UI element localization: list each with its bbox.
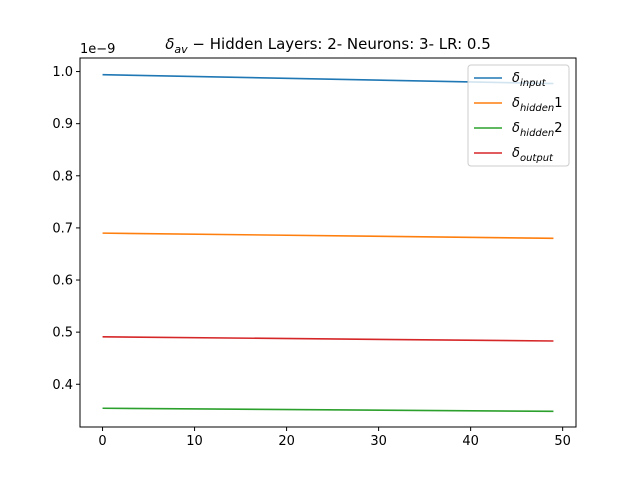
x-tick-label: 20 bbox=[278, 434, 295, 449]
y-tick-label: 0.5 bbox=[52, 326, 73, 341]
y-tick-label: 0.4 bbox=[52, 378, 73, 393]
legend-entry-hidden1: δhidden1 bbox=[512, 96, 563, 114]
legend: δinput δhidden1 δhidden2 δoutput bbox=[467, 64, 570, 167]
series-line-hidden1 bbox=[102, 232, 554, 240]
x-tick-label: 30 bbox=[370, 434, 387, 449]
y-tick-label: 0.6 bbox=[52, 274, 73, 289]
x-tick-label: 50 bbox=[554, 434, 571, 449]
legend-box bbox=[467, 64, 570, 167]
x-tick-label: 10 bbox=[186, 434, 203, 449]
axes-layer: 0 10 20 30 40 50 0.4 0.5 0.6 0.7 0.8 0.9 1.0 bbox=[52, 57, 577, 449]
series-line-output bbox=[102, 336, 554, 342]
legend-entry-input: δinput bbox=[512, 71, 547, 89]
y-tick-label: 1.0 bbox=[52, 65, 73, 80]
chart-title-symbol: δ bbox=[165, 35, 174, 53]
x-tick-label: 0 bbox=[98, 434, 106, 449]
chart-title-subscript: av bbox=[174, 43, 188, 56]
series-line-hidden2 bbox=[102, 407, 554, 413]
x-tick-label: 40 bbox=[462, 434, 479, 449]
legend-entry-hidden2: δhidden2 bbox=[512, 121, 563, 139]
y-tick-label: 0.7 bbox=[52, 221, 73, 236]
y-tick-label: 0.9 bbox=[52, 117, 73, 132]
legend-entry-output: δoutput bbox=[512, 146, 554, 164]
chart-title: δav − Hidden Layers: 2- Neurons: 3- LR: … bbox=[165, 35, 491, 56]
y-offset-label: 1e−9 bbox=[80, 42, 115, 57]
y-tick-label: 0.8 bbox=[52, 169, 73, 184]
plot-frame bbox=[79, 57, 577, 428]
chart-title-text: − Hidden Layers: 2- Neurons: 3- LR: 0.5 bbox=[188, 35, 491, 53]
